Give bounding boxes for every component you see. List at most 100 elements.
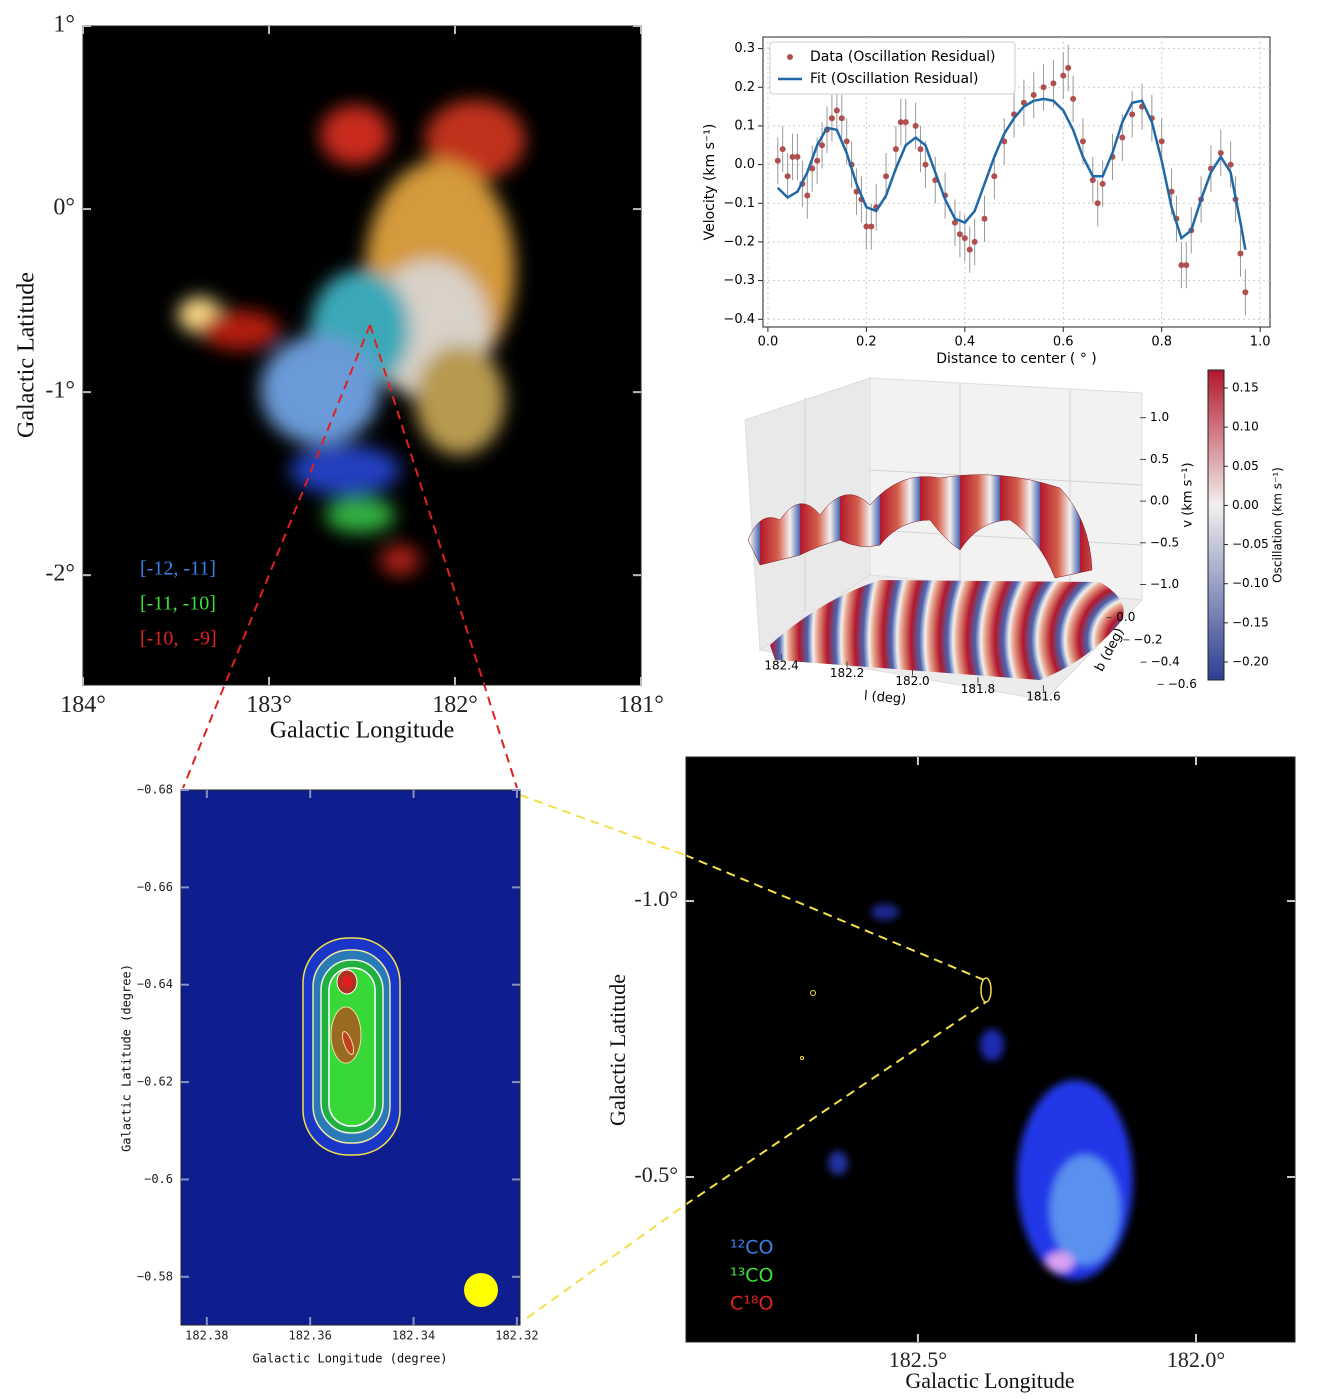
tick-label: 181.6 <box>1026 690 1060 704</box>
colorbar-tick-label: −0.05 <box>1232 537 1269 551</box>
colorbar-tick-label: 0.15 <box>1232 381 1259 395</box>
zoom-line <box>526 1204 686 1319</box>
legend-label: C¹⁸O <box>730 1293 773 1315</box>
y-tick-label: −0.68 <box>137 783 173 797</box>
x-tick-label: 181° <box>618 692 664 718</box>
axes-frame <box>180 789 521 1326</box>
x-tick-label: 182.5° <box>889 1347 947 1372</box>
y-tick-label: −0.4 <box>723 312 755 327</box>
contour <box>342 976 352 988</box>
y-axis-label: Galactic Latitude <box>605 974 630 1126</box>
emission-blob <box>1046 1252 1074 1272</box>
tick-label: −0.5 <box>1150 535 1179 549</box>
contour <box>800 1056 804 1060</box>
zoom-line <box>369 324 518 789</box>
colorbar <box>1207 369 1225 681</box>
data-point <box>1089 177 1096 184</box>
colorbar-tick-label: −0.20 <box>1232 654 1269 668</box>
y-tick-label: −0.64 <box>137 977 173 991</box>
colorbar-tick-label: 0.00 <box>1232 498 1259 512</box>
contour <box>810 990 816 996</box>
data-point <box>1119 134 1126 141</box>
data-point <box>1050 80 1057 87</box>
y-axis-label: Galactic Latitude (degree) <box>120 964 134 1152</box>
emission-blob <box>260 335 380 445</box>
legend-box <box>769 41 1016 95</box>
contour <box>341 1031 355 1055</box>
x-tick-label: 0.2 <box>856 335 877 350</box>
y-tick-label: 0° <box>53 195 75 221</box>
z-axis-label: v (km s⁻¹) <box>1181 462 1196 527</box>
data-point <box>961 235 968 242</box>
tick-label: 0.0 <box>1150 494 1169 508</box>
colorbar-tick-label: −0.15 <box>1232 615 1269 629</box>
legend-label: ¹³CO <box>730 1265 773 1287</box>
data-point <box>838 115 845 122</box>
zoom-line <box>519 794 686 856</box>
tick-label: 182.0 <box>895 674 929 688</box>
data-point <box>1070 95 1077 102</box>
y-axis-label: Galactic Latitude <box>14 272 40 438</box>
data-point <box>774 157 781 164</box>
x-tick-label: 184° <box>60 692 106 718</box>
data-point <box>1079 138 1086 145</box>
zoom-map-image <box>181 790 520 1325</box>
emission-blob <box>980 1029 1004 1061</box>
data-point <box>868 223 875 230</box>
emission-blob <box>828 1151 848 1175</box>
data-point <box>779 146 786 153</box>
x-tick-label: 182.34 <box>392 1328 435 1342</box>
x-axis-label: Galactic Longitude (degree) <box>252 1352 447 1366</box>
data-point <box>1158 138 1165 145</box>
emission-blob <box>200 310 280 350</box>
y-tick-label: −0.66 <box>137 880 173 894</box>
data-point <box>956 231 963 238</box>
data-point <box>1178 262 1185 269</box>
emission-blob <box>290 445 400 495</box>
axes: 0.0 0.2 0.4 0.6 0.8 1.0 0.3 0.2 0.1 0.0 −0.1 −0.2 −0… <box>702 36 1271 367</box>
y-tick-label: -2° <box>45 561 75 587</box>
colorbar-tick-label: −0.10 <box>1232 576 1269 590</box>
data-point <box>902 119 909 126</box>
beam <box>464 1273 498 1307</box>
x-tick-label: 183° <box>246 692 292 718</box>
data-point <box>828 115 835 122</box>
legend-label: ¹²CO <box>730 1237 773 1259</box>
y-tick-label: −0.2 <box>723 234 755 249</box>
data-point <box>892 146 899 153</box>
fit-line <box>776 97 1247 250</box>
data-point <box>922 161 929 168</box>
tick-label: 0.5 <box>1150 452 1169 466</box>
emission-blob <box>325 497 395 533</box>
data-point <box>1217 150 1224 156</box>
co-map-image <box>686 757 1295 1342</box>
tick-label: 182.2 <box>830 666 864 680</box>
tick-label: 0.0 <box>1116 610 1135 624</box>
emission-blob <box>425 100 525 180</box>
data-point <box>991 173 998 180</box>
zoom-line <box>684 1001 987 1206</box>
data-point <box>1060 72 1067 79</box>
x-tick-label: 0.6 <box>1053 335 1074 350</box>
data-point <box>883 173 890 180</box>
zoom-line <box>182 324 371 789</box>
data-point <box>971 238 978 245</box>
axes: 182.38 182.36 182.34 182.32 −0.58 −0.6 −0.62 −0… <box>120 783 539 1366</box>
axes: 182.5° 182.0° -0.5° -1.0° Galactic Longitude… <box>605 756 1296 1393</box>
data-point <box>1020 99 1027 106</box>
legend-label: [-12, -11] <box>140 558 216 580</box>
x-tick-label: 0.0 <box>758 335 779 350</box>
floor-projection <box>770 580 1124 680</box>
x-tick-label: 182.0° <box>1167 1347 1225 1372</box>
colorbar-tick-label: 0.10 <box>1232 420 1259 434</box>
colorbar-tick-label: 0.05 <box>1232 459 1259 473</box>
data-point <box>789 153 796 160</box>
y-tick-label: -1.0° <box>634 886 678 911</box>
data-point <box>863 223 870 230</box>
y-tick-label: 1° <box>53 12 75 38</box>
data-point <box>1183 262 1190 269</box>
tick-label: 1.0 <box>1150 410 1169 424</box>
zoom-line <box>684 854 985 981</box>
data-point <box>1242 289 1249 296</box>
